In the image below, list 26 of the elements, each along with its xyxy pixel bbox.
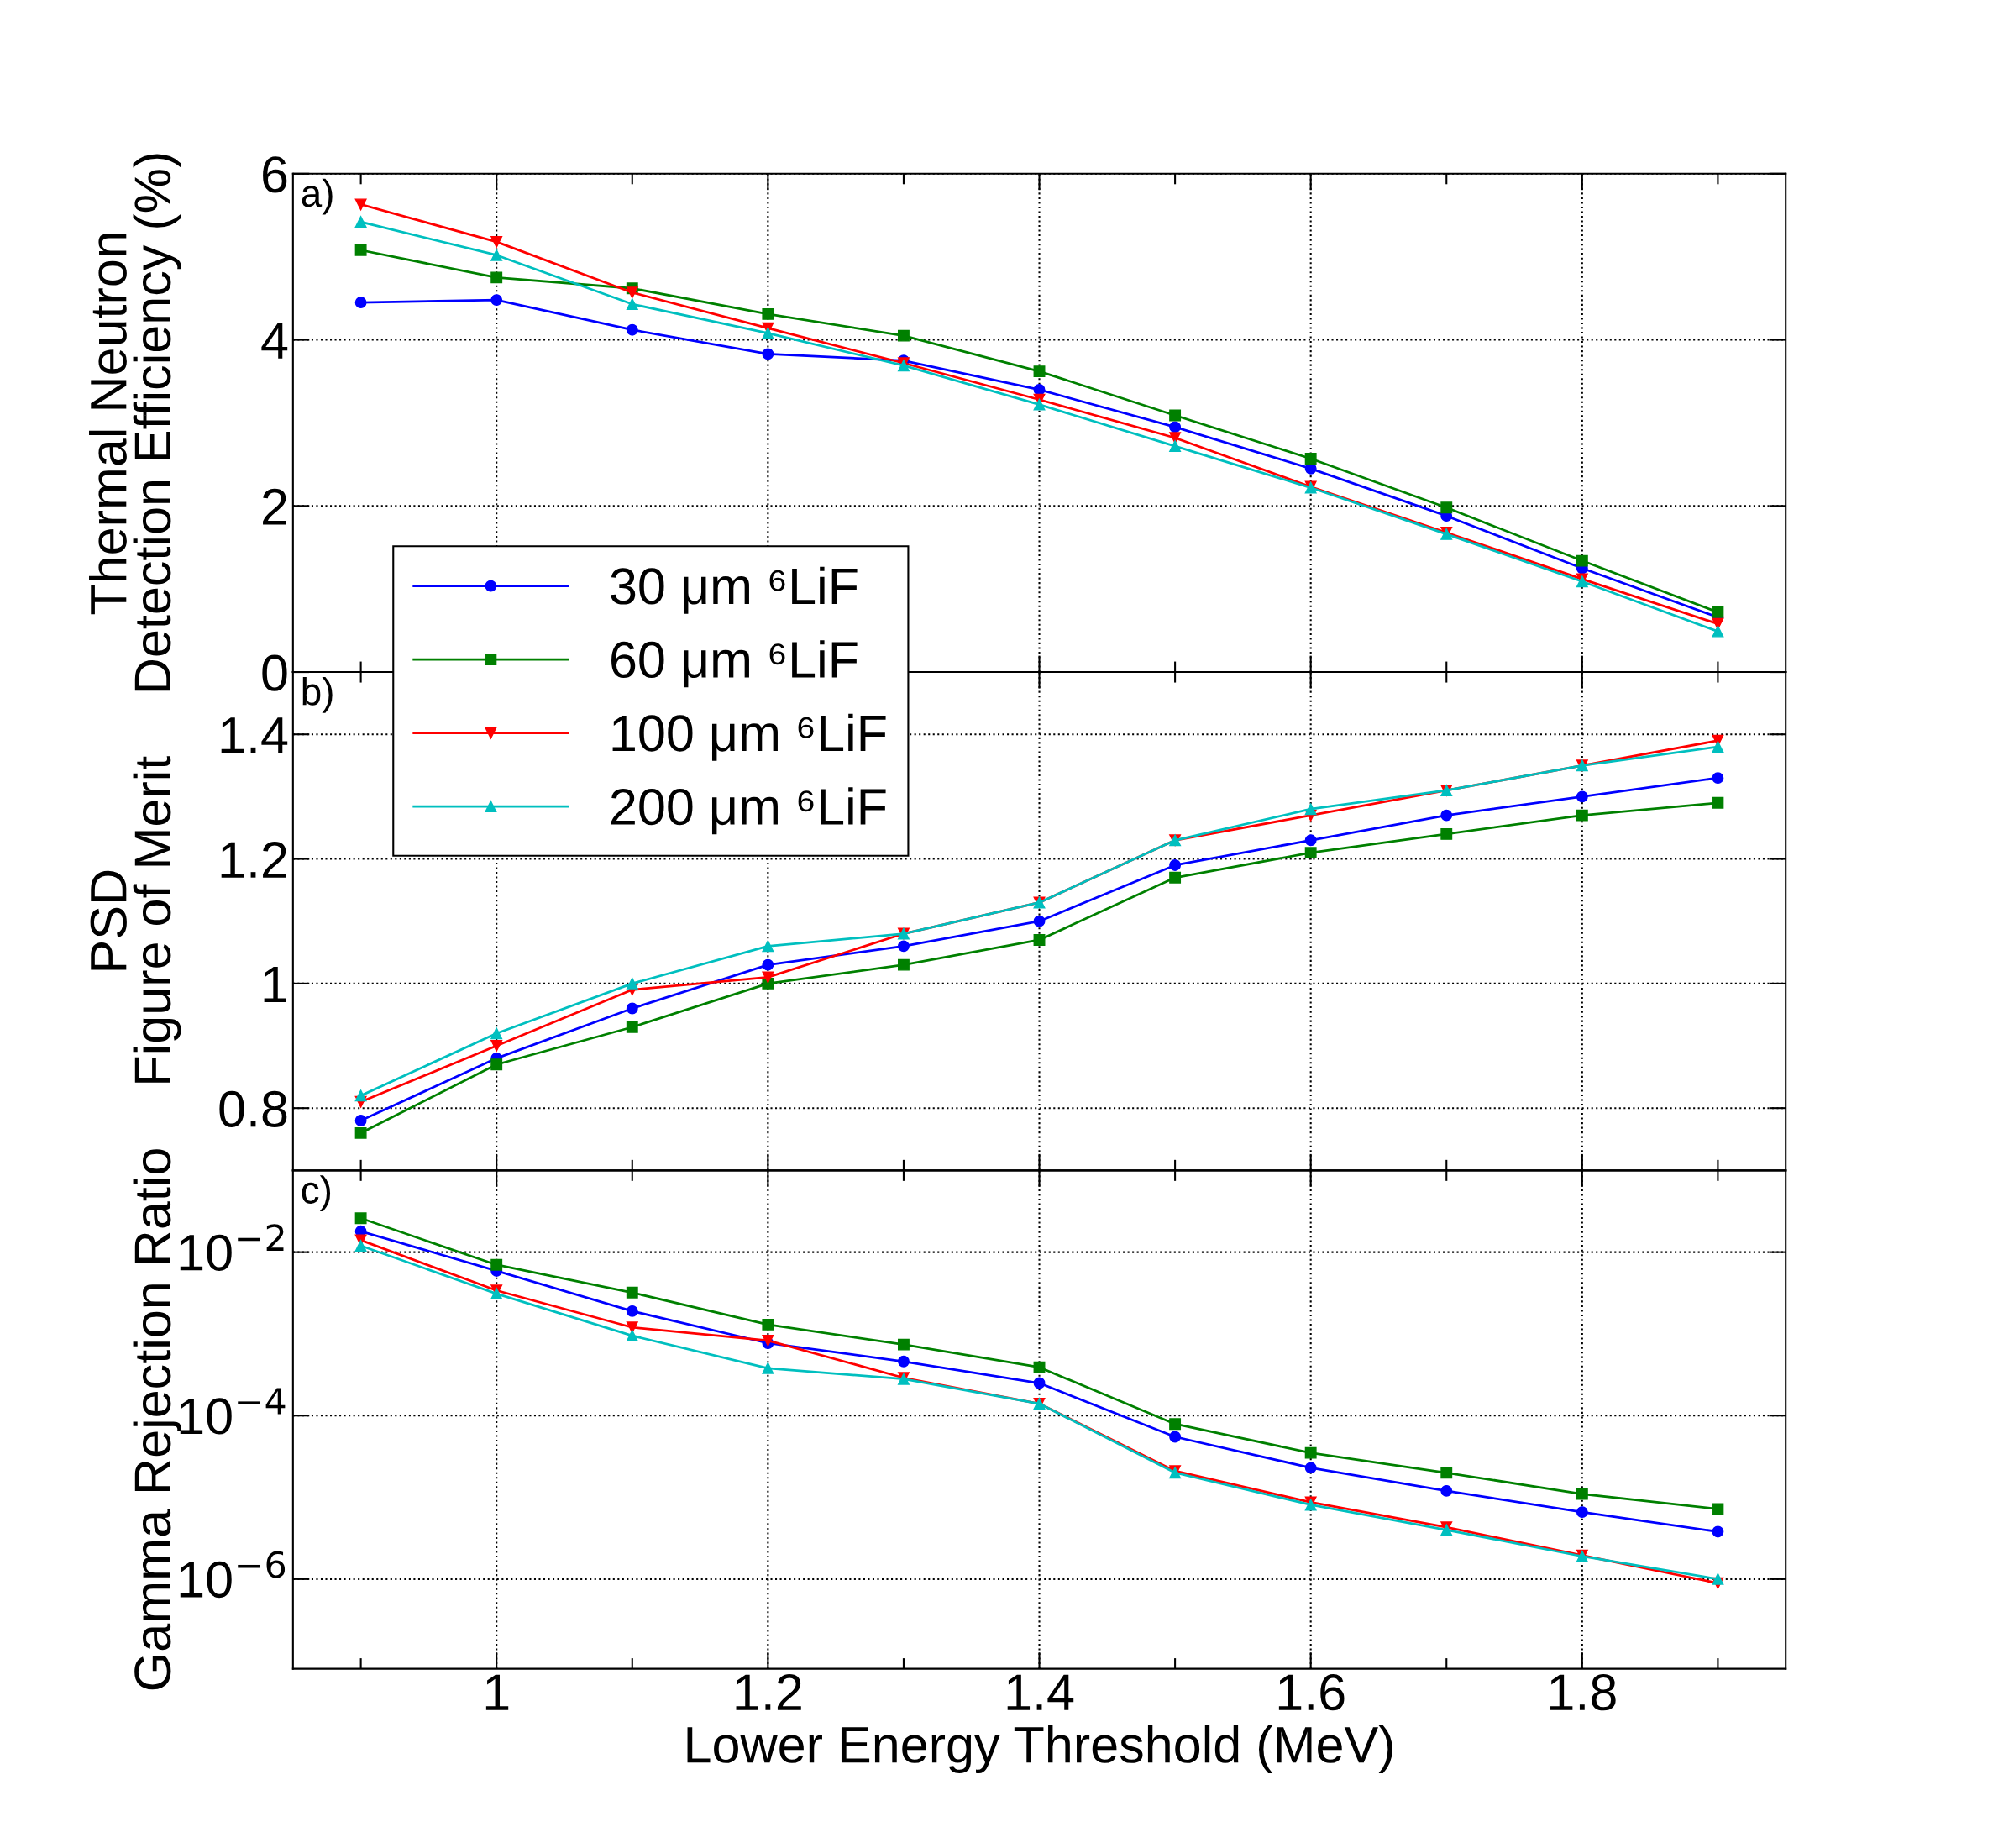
- y-tick-label: 1: [264, 966, 286, 1002]
- y-axis-title: Thermal Neutron Detection Efficiency (%): [89, 154, 181, 691]
- annotation: a): [302, 178, 333, 215]
- y-tick-label: 2: [263, 488, 286, 525]
- legend-label: 200 μm ⁶LiF: [611, 787, 886, 835]
- y-tick-label: 1.2: [221, 842, 286, 878]
- y-tick-label: 10$^{−6}$: [180, 1551, 286, 1599]
- y-tick-label: 10$^{−2}$: [180, 1224, 284, 1271]
- legend-label: 30 μm ⁶LiF: [611, 566, 858, 614]
- x-tick-label: 1.2: [736, 1674, 801, 1710]
- y-tick-label: 4: [261, 323, 288, 359]
- x-tick-label: 1.6: [1278, 1674, 1345, 1711]
- legend-label: 100 μm ⁶LiF: [612, 713, 886, 761]
- x-axis-title: Lower Energy Threshold (MeV): [687, 1725, 1392, 1773]
- y-tick-label: 0: [262, 654, 287, 691]
- annotation: c): [302, 1175, 331, 1211]
- y-tick-label: 10$^{−4}$: [180, 1388, 286, 1435]
- y-tick-label: 0.8: [219, 1090, 287, 1127]
- x-tick-label: 1.4: [1007, 1674, 1074, 1710]
- y-tick-label: 1.4: [221, 717, 288, 753]
- y-tick-label: 6: [263, 156, 287, 193]
- x-tick-label: 1.8: [1550, 1674, 1616, 1711]
- annotation: b): [302, 677, 333, 713]
- x-tick-label: 1: [485, 1674, 509, 1710]
- legend-label: 60 μm ⁶LiF: [611, 640, 858, 688]
- y-axis-title: PSD Figure of Merit: [90, 756, 181, 1083]
